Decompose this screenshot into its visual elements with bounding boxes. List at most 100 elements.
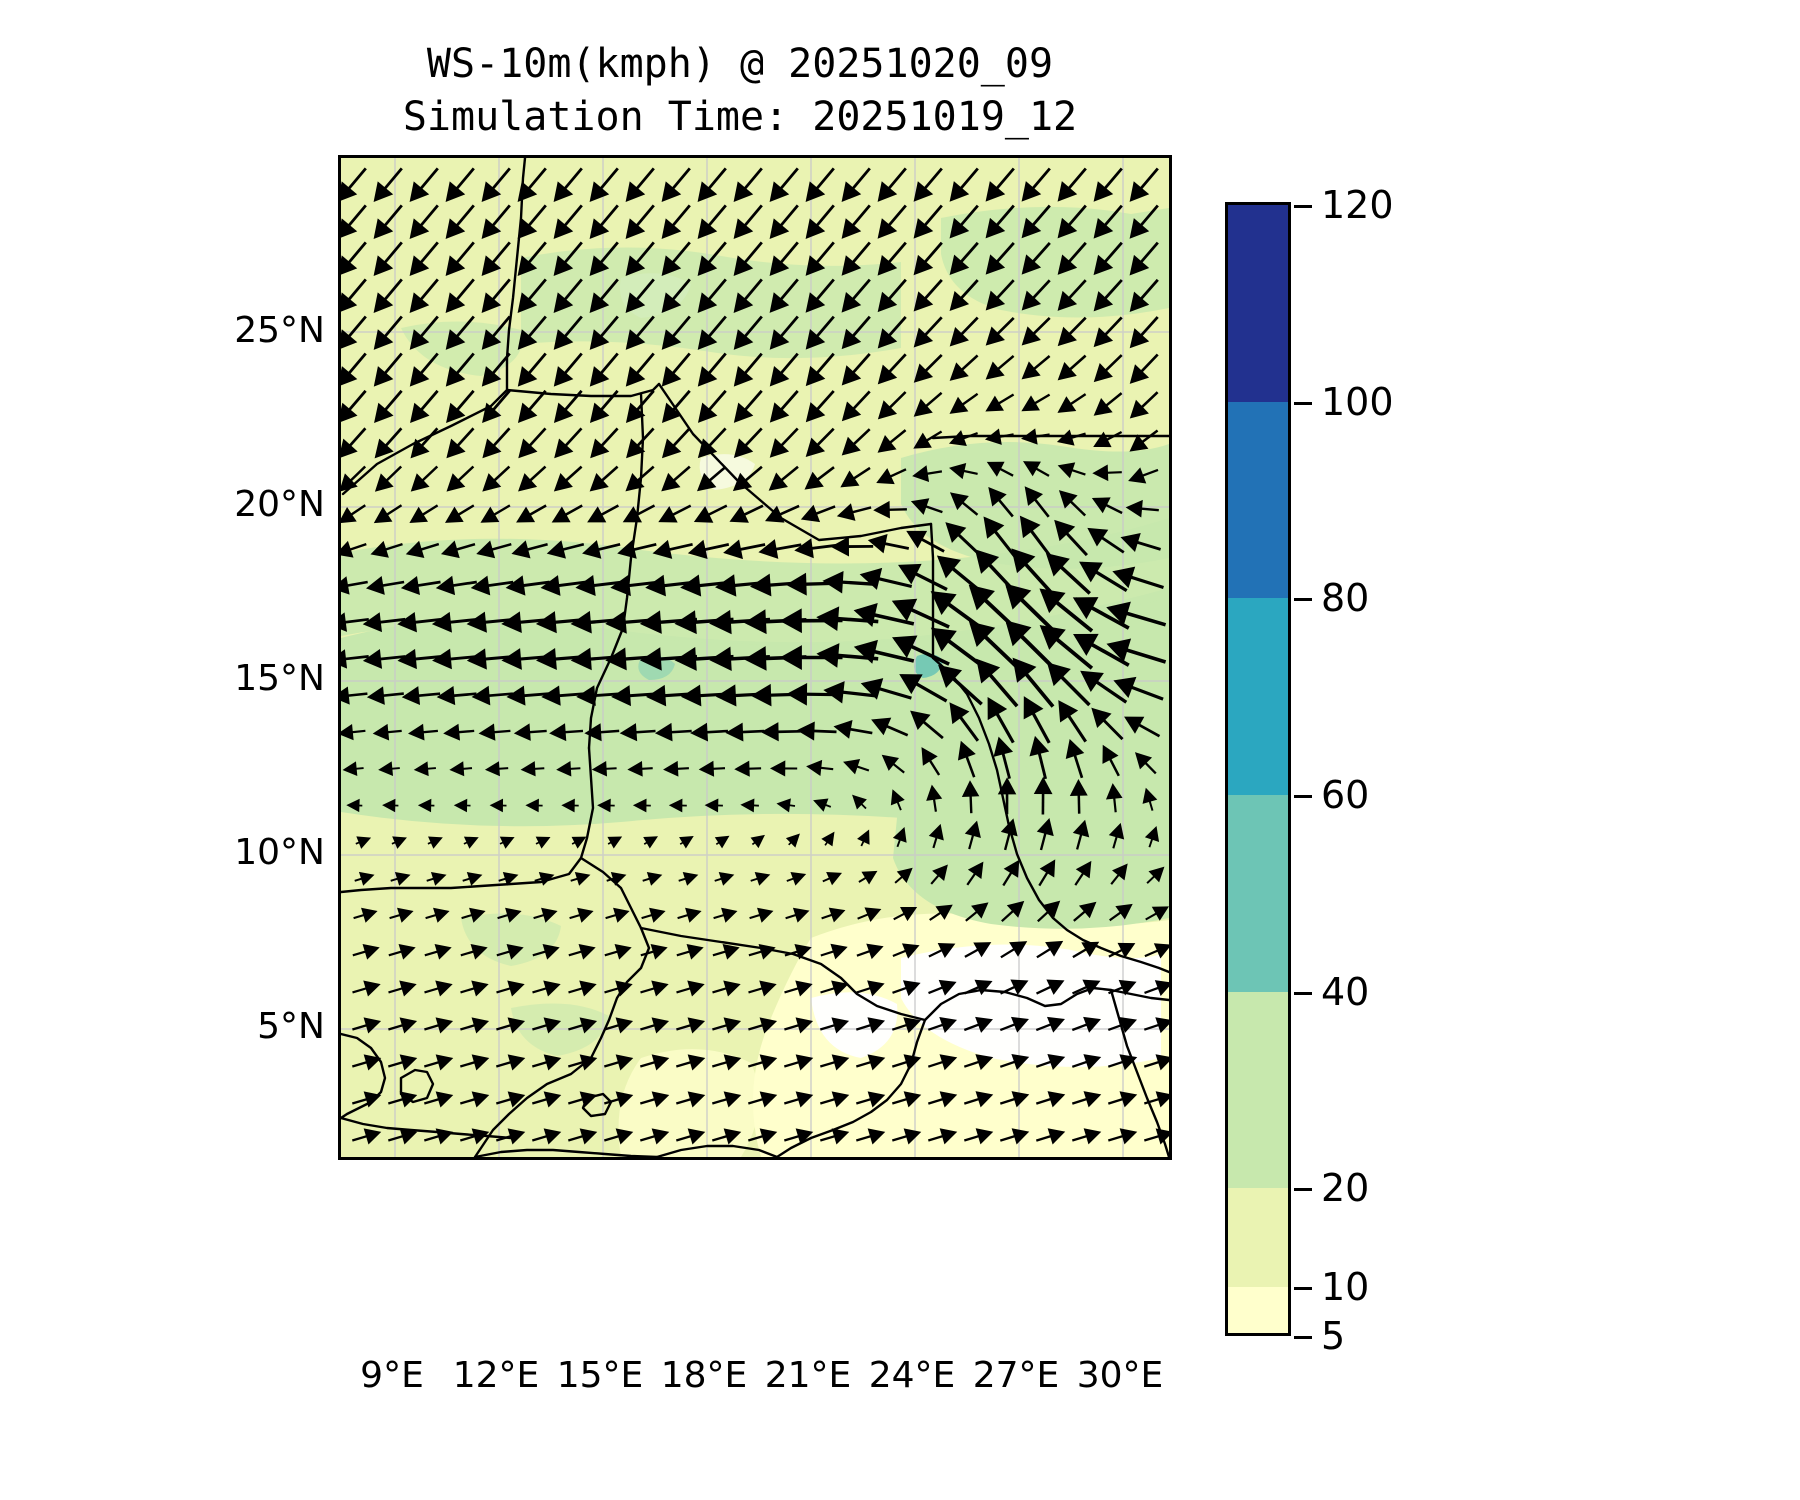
- wind-vector-head: [841, 328, 862, 350]
- wind-vector-head: [903, 1017, 922, 1034]
- wind-vector-head: [341, 649, 348, 669]
- wind-vector-head: [796, 721, 815, 741]
- wind-vector-head: [373, 366, 394, 387]
- wind-vector-head: [646, 871, 663, 886]
- wind-vector-head: [877, 291, 898, 313]
- wind-vector-head: [679, 835, 694, 849]
- wind-vector-head: [579, 1128, 598, 1145]
- wind-vector-head: [553, 402, 574, 423]
- wind-vector-head: [831, 1054, 850, 1071]
- wind-vector-head: [1065, 739, 1085, 760]
- wind-vector-head: [507, 1017, 526, 1034]
- wind-vector-head: [836, 503, 856, 521]
- wind-vector-head: [399, 1017, 418, 1034]
- wind-vector-head: [1148, 866, 1165, 883]
- wind-vector-head: [826, 871, 842, 886]
- wind-vector-head: [983, 516, 1005, 539]
- wind-vector-head: [987, 697, 1008, 721]
- wind-vector-head: [795, 1017, 814, 1034]
- colorbar-body: [1225, 202, 1291, 1336]
- wind-vector-head: [615, 1128, 634, 1145]
- wind-vector-head: [984, 428, 1002, 445]
- wind-vector-head: [896, 867, 913, 883]
- wind-vector-head: [482, 402, 502, 423]
- wind-vector-head: [663, 760, 679, 777]
- wind-vector-head: [1039, 625, 1066, 650]
- wind-vector-head: [1039, 859, 1056, 878]
- wind-vector-head: [543, 1091, 562, 1108]
- wind-vector-head: [715, 684, 737, 707]
- wind-vector-head: [698, 760, 715, 777]
- colorbar-tick-label: 100: [1321, 379, 1394, 424]
- wind-vector-head: [822, 570, 844, 594]
- wind-vector-head: [1047, 1128, 1066, 1145]
- wind-vector-head: [1011, 1054, 1030, 1071]
- wind-vector-head: [372, 723, 390, 741]
- wind-vector-head: [913, 181, 934, 202]
- wind-vector-head: [687, 1091, 706, 1108]
- wind-vector-head: [768, 472, 788, 491]
- wind-vector-head: [373, 329, 394, 350]
- wind-vector-head: [732, 472, 753, 492]
- wind-vector-head: [841, 436, 861, 456]
- wind-vector-head: [1075, 860, 1092, 879]
- wind-vector-head: [341, 506, 357, 524]
- wind-vector-head: [589, 255, 610, 276]
- wind-vector-head: [760, 722, 779, 742]
- y-tick-label-25N: 25°N: [234, 310, 325, 351]
- wind-vector-head: [341, 612, 348, 632]
- wind-vector-head: [859, 567, 883, 590]
- colorbar[interactable]: 120 100 80 60 40 20 10 5: [1225, 152, 1475, 1358]
- wind-vector-head: [804, 471, 824, 490]
- wind-vector-head: [867, 1017, 886, 1034]
- wind-vector-head: [687, 1054, 706, 1071]
- wind-vector-head: [1093, 327, 1114, 348]
- wind-vector-head: [466, 611, 487, 633]
- wind-vector-head: [790, 872, 807, 886]
- wind-vector-head: [589, 218, 610, 239]
- wind-vector-head: [1112, 566, 1136, 589]
- wind-vector-head: [913, 327, 934, 348]
- wind-vector-head: [556, 761, 572, 777]
- wind-vector-head: [697, 292, 718, 314]
- y-tick-label-5N: 5°N: [257, 1006, 325, 1047]
- wind-vector-head: [1057, 362, 1077, 381]
- wind-vector-head: [776, 798, 791, 813]
- wind-vector-head: [409, 366, 430, 387]
- wind-vector-head: [622, 506, 643, 523]
- wind-vector-head: [930, 627, 957, 652]
- wind-vector-head: [481, 366, 502, 387]
- wind-vector-head: [632, 798, 647, 813]
- wind-vector-head: [906, 530, 928, 549]
- colorbar-segment: [1225, 205, 1291, 402]
- wind-vector-head: [757, 907, 774, 923]
- wind-vector-head: [985, 254, 1006, 275]
- wind-vector-head: [697, 402, 718, 423]
- wind-vector-head: [1129, 434, 1149, 452]
- wind-vector-head: [394, 872, 411, 886]
- wind-vector-head: [794, 943, 812, 960]
- colorbar-tick-label: 5: [1321, 1314, 1346, 1358]
- colorbar-segment: [1225, 991, 1291, 1189]
- wind-vector-head: [579, 1017, 598, 1034]
- wind-vector-head: [410, 402, 430, 423]
- map-plot-area[interactable]: [338, 155, 1172, 1160]
- wind-vector-head: [409, 181, 430, 202]
- wind-vector-head: [605, 610, 627, 634]
- wind-vector-head: [445, 181, 466, 202]
- wind-vector-head: [626, 438, 646, 459]
- wind-vector-head: [877, 181, 898, 202]
- wind-vector-head: [913, 218, 934, 239]
- wind-vector-head: [1155, 1017, 1169, 1034]
- wind-vector-head: [805, 437, 826, 458]
- colorbar-segment: [1225, 598, 1291, 796]
- wind-vector-head: [806, 759, 823, 776]
- wind-vector-head: [399, 1091, 418, 1108]
- wind-vector-head: [1119, 1128, 1138, 1145]
- wind-vector-head: [877, 218, 898, 239]
- wind-vector-head: [1093, 291, 1114, 312]
- wind-vector-head: [645, 574, 666, 597]
- wind-vector-head: [1057, 217, 1078, 239]
- wind-vector-head: [988, 486, 1007, 507]
- wind-vector-head: [535, 836, 551, 849]
